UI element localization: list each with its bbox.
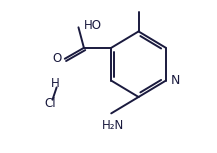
Text: HO: HO [84, 19, 102, 32]
Text: Cl: Cl [44, 97, 56, 110]
Text: H₂N: H₂N [102, 119, 124, 132]
Text: H: H [51, 77, 60, 90]
Text: N: N [171, 74, 180, 87]
Text: O: O [53, 52, 62, 65]
